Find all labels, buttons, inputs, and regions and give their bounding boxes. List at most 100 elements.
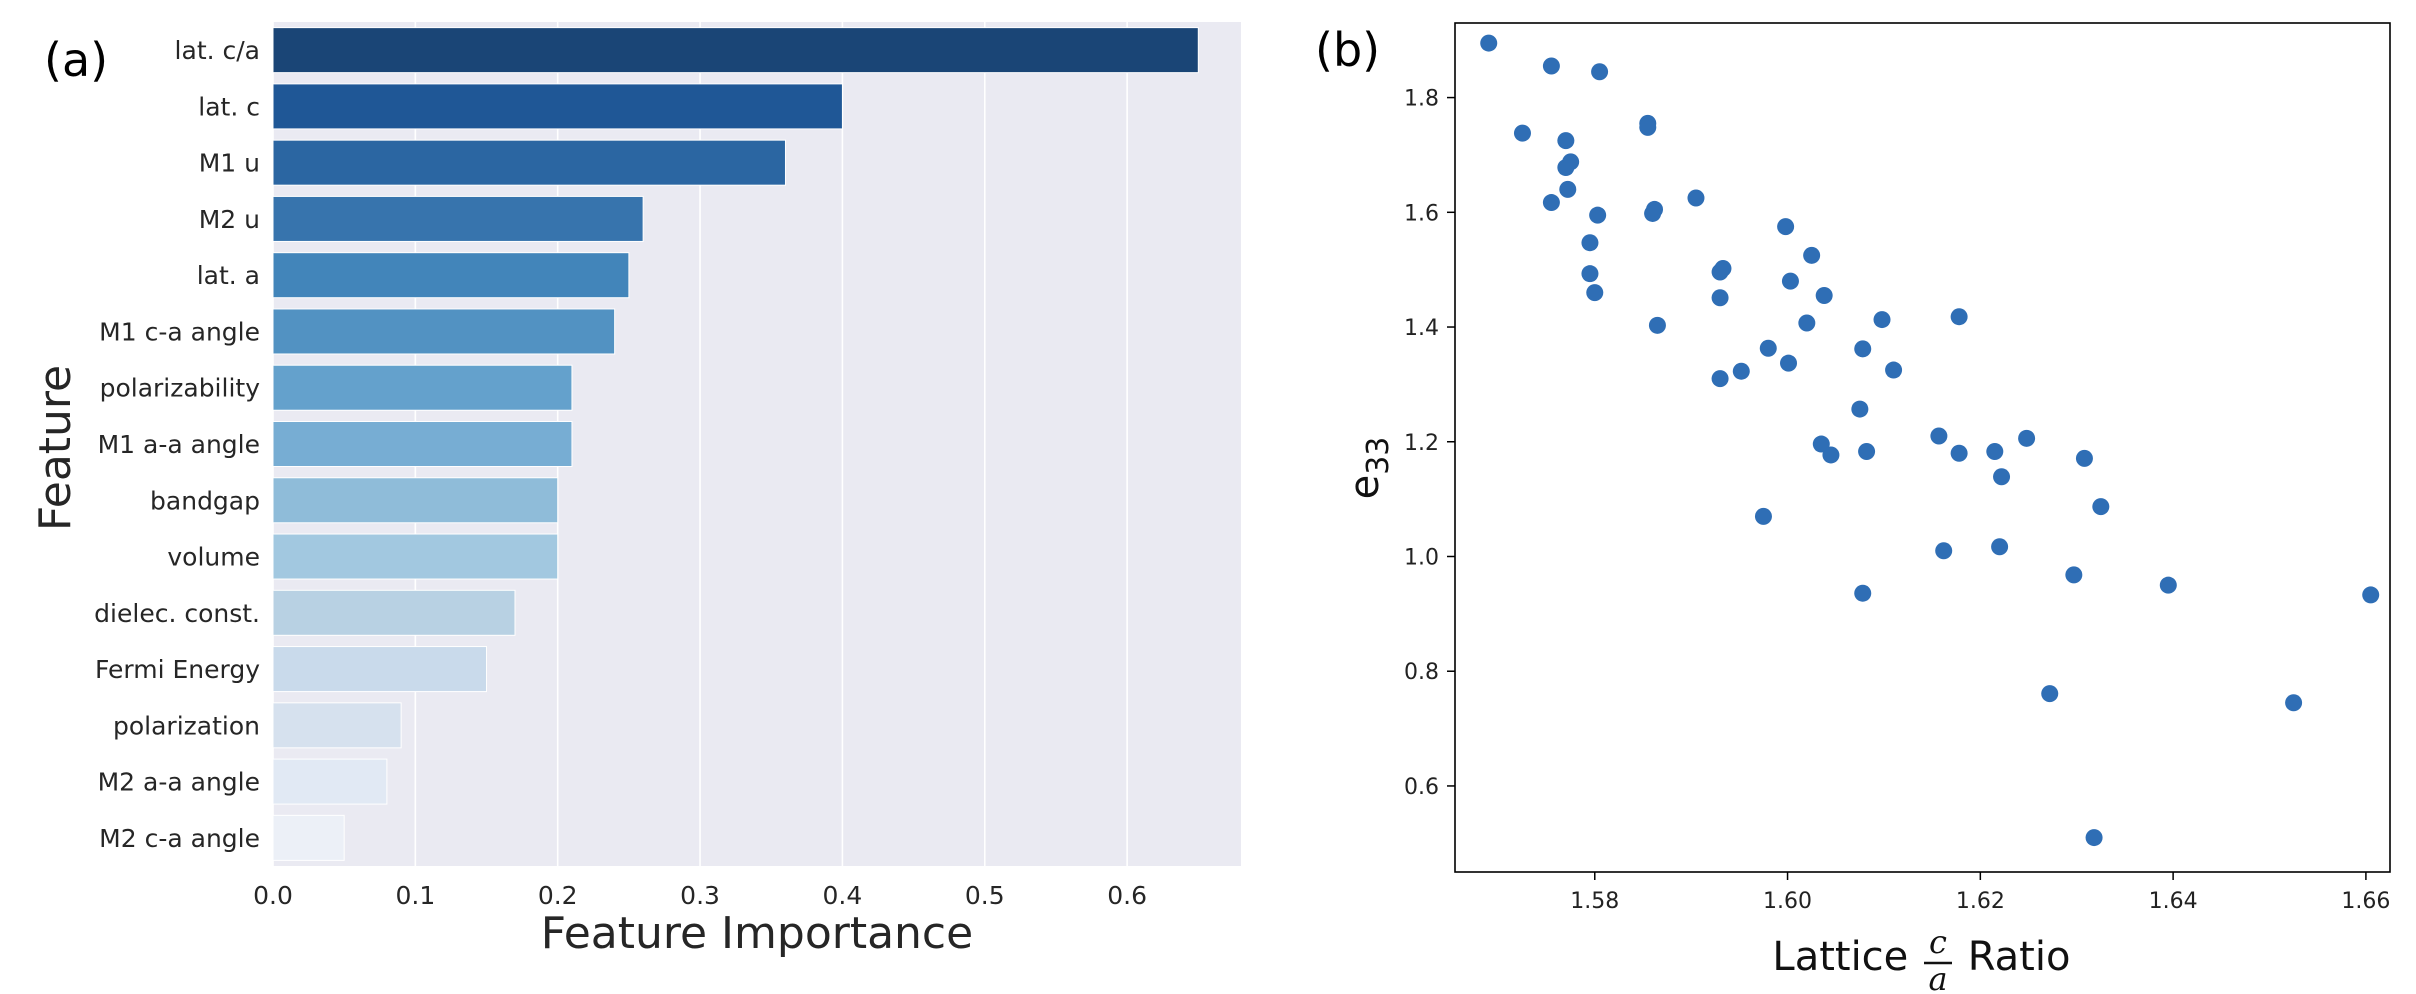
scatter-point [1586, 284, 1604, 302]
scatter-point [1991, 538, 2009, 556]
y-axis-title-a: Feature [30, 365, 81, 531]
bar [272, 814, 345, 861]
scatter-point [1639, 118, 1657, 136]
bar [272, 646, 488, 693]
scatter-point [1950, 444, 1968, 462]
scatter-point [1935, 542, 1953, 560]
category-label: volume [167, 543, 260, 572]
category-label: Fermi Energy [95, 655, 260, 684]
panel-label-a: (a) [44, 33, 108, 87]
scatter-point [1542, 57, 1560, 75]
category-label: M1 c-a angle [99, 317, 260, 346]
category-label: M2 a-a angle [98, 768, 260, 797]
scatter-point [2285, 694, 2303, 712]
category-label: M1 a-a angle [98, 430, 260, 459]
scatter-point [1559, 180, 1577, 198]
x-axis-title-a: Feature Importance [541, 908, 973, 959]
scatter-point [1822, 446, 1840, 464]
y-tick-label-b: 0.8 [1404, 660, 1439, 685]
x-tick-label-a: 0.4 [823, 881, 863, 910]
scatter-point [2362, 586, 2380, 604]
x-tick-label-b: 1.64 [2149, 889, 2198, 914]
y-tick-label-b: 1.8 [1404, 87, 1439, 112]
scatter-point [1557, 159, 1575, 177]
bar [272, 308, 616, 355]
scatter-point [1557, 132, 1575, 150]
scatter-point [1687, 189, 1705, 207]
bar [272, 702, 402, 749]
scatter-point [1812, 435, 1830, 453]
x-tick-label-b: 1.62 [1956, 889, 2005, 914]
scatter-point [1513, 124, 1531, 142]
scatter-point [1711, 289, 1729, 307]
category-label: lat. c/a [175, 36, 260, 65]
scatter-point [1885, 361, 1903, 379]
x-tick-label-a: 0.1 [395, 881, 435, 910]
y-axis-title-b: e33 [1342, 437, 1396, 500]
panel-label-b: (b) [1315, 23, 1380, 77]
bar [272, 420, 573, 468]
scatter-point [1581, 234, 1599, 252]
bar [272, 252, 630, 299]
scatter-point [1711, 263, 1729, 281]
scatter-point [1759, 339, 1777, 357]
category-label: dielec. const. [94, 599, 260, 628]
category-label: polarization [113, 711, 260, 740]
scatter-point [1986, 443, 2004, 461]
category-label: polarizability [100, 374, 261, 403]
scatter-point [1732, 362, 1750, 380]
scatter-points [1480, 34, 2380, 847]
scatter-point [1754, 507, 1772, 525]
scatter-point [1777, 218, 1795, 236]
scatter-point [1858, 443, 1876, 461]
scatter-point [1873, 311, 1891, 329]
scatter-point [2065, 566, 2083, 584]
scatter-point [2092, 498, 2110, 516]
scatter-point [1644, 204, 1662, 222]
y-axis-title-subscript: 33 [1361, 437, 1396, 475]
x-tick-label-a: 0.2 [538, 881, 578, 910]
x-tick-label-b: 1.60 [1763, 889, 1812, 914]
scatter-point [1854, 340, 1872, 358]
bar [272, 589, 516, 636]
scatter-point [1851, 400, 1869, 418]
scatter-chart: 1.58 1.60 1.62 1.64 1.66 0.6 0.8 1.0 1.2 1.4 1.6 1.… [1315, 22, 2391, 994]
bar [272, 195, 644, 242]
bar [272, 139, 786, 186]
bar [272, 27, 1199, 74]
scatter-point [1589, 206, 1607, 224]
x-axis-title-fraction-num: c [1929, 923, 1947, 961]
scatter-point [2075, 449, 2093, 467]
x-tick-label-a: 0.3 [680, 881, 720, 910]
scatter-point [1854, 584, 1872, 602]
scatter-point [1815, 286, 1833, 304]
category-label: M2 c-a angle [99, 824, 260, 853]
scatter-point [1993, 468, 2011, 486]
category-label: M2 u [199, 205, 260, 234]
scatter-point [1950, 308, 1968, 326]
bar [272, 533, 559, 580]
x-tick-label-b: 1.58 [1570, 889, 1619, 914]
category-labels-a: lat. c/a lat. c M1 u M2 u lat. a M1 c-a angle… [94, 36, 260, 853]
x-tick-label-a: 0.6 [1107, 881, 1147, 910]
x-tick-labels-a: 0.0 0.1 0.2 0.3 0.4 0.5 0.6 [253, 881, 1147, 910]
category-label: bandgap [150, 486, 260, 515]
bars-a [272, 27, 1199, 861]
ticks-b: 1.58 1.60 1.62 1.64 1.66 0.6 0.8 1.0 1.2 1.4 1.6 1.… [1404, 87, 2390, 914]
y-tick-label-b: 0.6 [1404, 775, 1439, 800]
scatter-point [1591, 63, 1609, 81]
y-tick-label-b: 1.0 [1404, 545, 1439, 570]
y-tick-label-b: 1.6 [1404, 201, 1439, 226]
scatter-point [1711, 370, 1729, 388]
x-tick-label-a: 0.5 [965, 881, 1005, 910]
bar [272, 364, 573, 411]
scatter-point [2018, 429, 2036, 447]
y-tick-label-b: 1.4 [1404, 316, 1439, 341]
scatter-point [1803, 246, 1821, 264]
scatter-point [1581, 265, 1599, 283]
x-axis-title-fraction-den: a [1928, 960, 1947, 994]
plot-frame-b [1454, 22, 2391, 873]
scatter-point [2041, 685, 2059, 703]
scatter-point [1480, 34, 1498, 52]
